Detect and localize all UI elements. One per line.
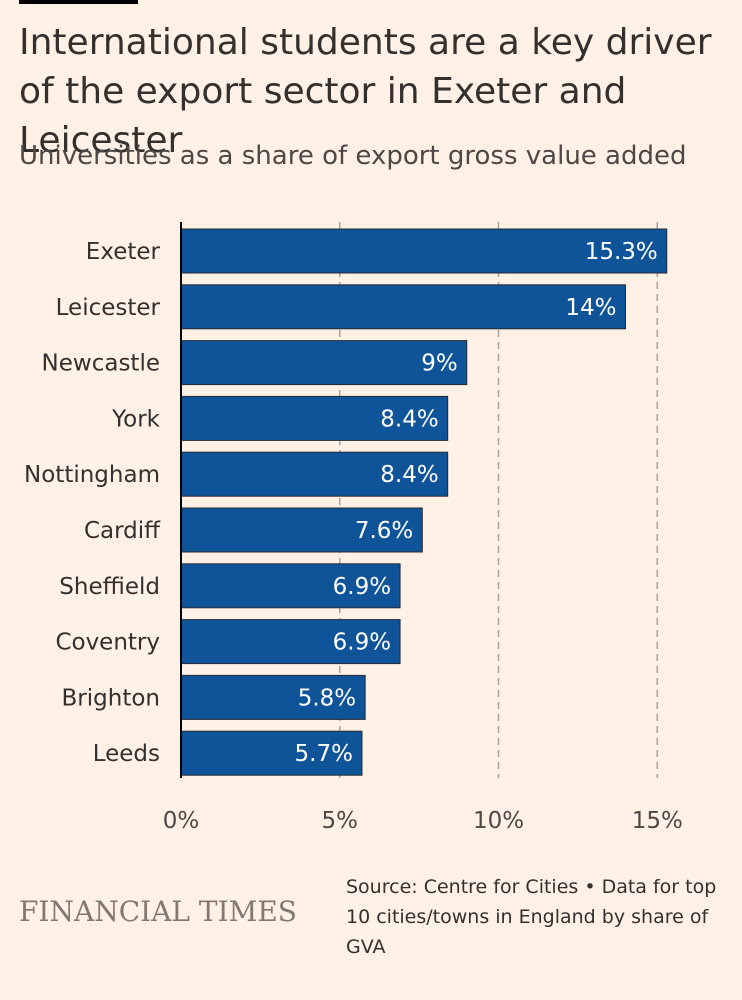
data-label: 15.3% [585,239,658,265]
chart-title: International students are a key driver … [19,22,712,161]
category-label: Cardiff [84,518,161,544]
bars: 15.3% 14% 9% 8.4% 8.4% 7.6% 6.9% 6.9% 5.8% 5.7% [180,228,668,776]
x-axis-ticks: 0% 5% 10% 15% [163,808,683,834]
data-label: 9% [421,351,458,377]
category-label: Leicester [56,295,161,321]
bar-chart: 15.3% 14% 9% 8.4% 8.4% 7.6% 6.9% 6.9% 5.8% 5.7% E… [24,222,683,834]
category-label: Brighton [62,685,160,711]
data-label: 6.9% [333,574,391,600]
data-label: 5.7% [295,741,353,767]
data-label: 6.9% [333,630,391,656]
category-label: Leeds [93,741,160,767]
category-label: York [111,406,161,432]
data-label: 8.4% [380,406,438,432]
x-tick-label: 15% [632,808,683,834]
category-label: Exeter [86,239,161,265]
source-note: Source: Centre for Cities • Data for top… [346,876,717,958]
bar-leeds [180,730,363,776]
category-label: Coventry [55,630,160,656]
grid-lines [339,222,658,778]
bar-nottingham [180,451,449,497]
category-label: Newcastle [42,351,160,377]
x-tick-label: 10% [473,808,524,834]
bar-york [180,395,449,441]
data-label: 7.6% [355,518,413,544]
top-rule [19,0,138,4]
bar-newcastle [180,340,468,386]
category-label: Nottingham [24,462,160,488]
x-tick-label: 0% [163,808,200,834]
bar-sheffield [180,563,401,609]
data-label: 14% [565,295,616,321]
data-label: 8.4% [380,462,438,488]
bar-cardiff [180,507,423,553]
data-label: 5.8% [298,685,356,711]
bar-coventry [180,619,401,665]
bar-exeter [180,228,668,274]
category-labels: Exeter Leicester Newcastle York Nottingham Ca… [24,239,161,767]
ft-logo: FINANCIAL TIMES [19,895,297,928]
bar-leicester [180,284,626,330]
x-tick-label: 5% [322,808,359,834]
category-label: Sheffield [59,574,160,600]
chart-subtitle: Universities as a share of export gross … [19,141,687,171]
